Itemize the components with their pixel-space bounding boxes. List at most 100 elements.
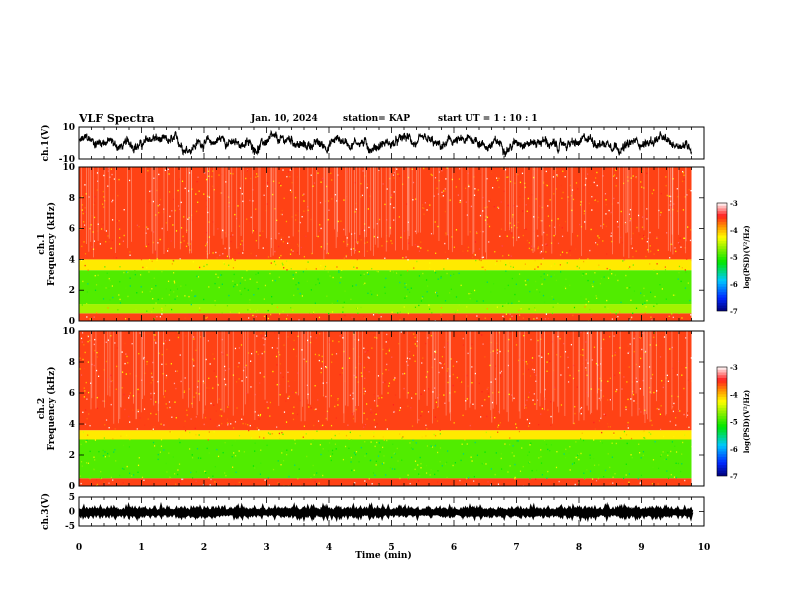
spectrum-cell	[112, 438, 114, 440]
colorbar-step	[717, 401, 727, 406]
spectrum-cell	[481, 256, 483, 259]
spectrum-cell	[150, 398, 152, 400]
spectrum-cell	[180, 380, 182, 383]
spectrum-cell	[366, 403, 368, 405]
spectrum-cell	[498, 410, 500, 413]
spectrum-cell	[533, 393, 535, 395]
spectrum-cell	[329, 275, 331, 277]
spectrum-cell	[217, 383, 219, 386]
spectrum-cell	[295, 392, 298, 395]
spectrum-cell	[278, 383, 281, 386]
spectrum-cell	[490, 484, 492, 486]
spectrum-cell	[529, 461, 531, 463]
spectrum-cell	[116, 220, 118, 222]
spectrum-cell	[586, 332, 589, 334]
spectrum-cell	[644, 437, 646, 440]
spectrum-cell	[340, 344, 342, 347]
spectrum-cell	[292, 277, 294, 280]
spectrum-cell	[259, 356, 262, 358]
colorbar-step	[717, 385, 727, 389]
spectrum-cell	[583, 478, 586, 480]
spectrum-cell	[593, 181, 595, 184]
spectrum-cell	[649, 245, 651, 247]
colorbar-step	[717, 259, 727, 263]
spectrum-cell	[404, 286, 406, 289]
spectrum-cell	[446, 461, 448, 464]
spectrum-cell	[314, 353, 317, 356]
spectrum-cell	[522, 359, 524, 362]
spectrum-cell	[675, 417, 677, 419]
spectrum-cell	[388, 369, 390, 371]
spectrum-cell	[366, 271, 368, 274]
spectrum-cell	[353, 266, 355, 268]
colorbar-step	[717, 459, 727, 463]
spectrum-cell	[445, 234, 447, 236]
spectrum-cell	[230, 423, 232, 425]
spectrum-cell	[569, 254, 571, 256]
spectrum-cell	[363, 315, 365, 318]
spectrum-cell	[360, 306, 362, 309]
spectrum-cell	[342, 337, 344, 339]
spectrum-cell	[560, 404, 563, 406]
spectrum-cell	[216, 403, 218, 406]
colorbar-step	[717, 302, 727, 306]
spectrum-cell	[348, 438, 350, 440]
spectrum-cell	[203, 265, 205, 268]
spectrum-cell	[207, 389, 209, 391]
spectrum-cell	[642, 431, 644, 433]
spectrum-cell	[575, 441, 577, 443]
spectrum-cell	[248, 338, 250, 340]
spectrum-cell	[378, 169, 380, 171]
spectrum-cell	[561, 197, 563, 200]
spectrum-cell	[502, 305, 504, 307]
panel-2-plot-area	[79, 331, 704, 486]
spectrum-cell	[670, 450, 672, 453]
spectrum-cell	[302, 194, 304, 196]
spectrum-cell	[466, 306, 468, 308]
spectrum-cell	[510, 439, 512, 442]
spectrum-cell	[281, 173, 284, 175]
spectrum-cell	[93, 468, 95, 471]
spectrum-cell	[276, 426, 278, 428]
spectrum-cell	[603, 476, 605, 478]
spectrum-cell	[245, 392, 248, 395]
spectrum-cell	[255, 351, 258, 353]
spectrum-cell	[126, 465, 128, 468]
spectrum-cell	[447, 234, 449, 236]
spectrum-cell	[412, 354, 415, 357]
spectrum-cell	[363, 229, 366, 232]
y-tick-label: 6	[69, 225, 75, 235]
spectrum-cell	[555, 169, 557, 171]
spectrum-cell	[240, 344, 243, 346]
spectrum-cell	[615, 313, 617, 315]
spectrum-cell	[257, 272, 259, 274]
spectrum-cell	[447, 450, 449, 452]
y-tick-label: 0	[69, 317, 75, 327]
spectrum-cell	[689, 239, 692, 242]
spectrum-cell	[203, 382, 205, 384]
spectrum-cell	[434, 358, 436, 360]
spectrum-cell	[105, 240, 107, 243]
spectrum-cell	[592, 281, 595, 283]
spectrum-cell	[490, 341, 492, 344]
spectrum-cell	[507, 350, 509, 352]
spectrum-cell	[322, 178, 325, 181]
spectrum-cell	[138, 391, 140, 393]
spectrum-cell	[434, 221, 436, 223]
spectrum-cell	[675, 476, 677, 479]
spectrum-cell	[512, 214, 514, 216]
spectrum-cell	[517, 359, 520, 362]
spectrum-cell	[89, 222, 91, 224]
spectrum-cell	[177, 205, 180, 207]
spectrum-cell	[292, 418, 295, 421]
spectrum-cell	[394, 468, 396, 470]
spectrum-cell	[443, 346, 446, 348]
spectrum-cell	[635, 307, 638, 310]
colorbar-tick-label: -7	[730, 472, 738, 481]
spectrum-cell	[434, 177, 437, 179]
spectrum-cell	[387, 392, 389, 394]
spectrum-cell	[677, 210, 679, 212]
spectrum-cell	[446, 167, 448, 169]
spectrum-cell	[686, 271, 688, 274]
spectrum-cell	[155, 302, 157, 304]
